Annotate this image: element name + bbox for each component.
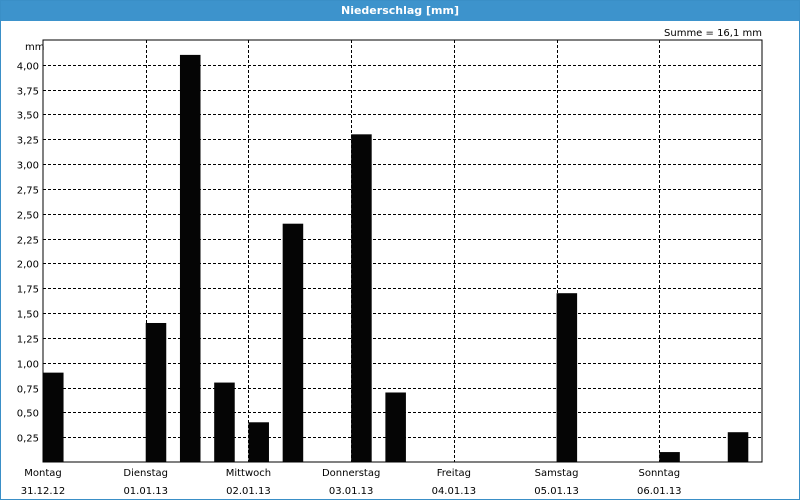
y-axis-tick-labels: 0,25 0,50 0,75 1,00 1,25 1,50 1,75 2,00 2,25 2,50… — [17, 62, 39, 445]
x-date-label: 04.01.13 — [432, 486, 477, 497]
y-tick-label: 3,50 — [17, 111, 39, 122]
x-date-label: 02.01.13 — [226, 486, 271, 497]
x-axis-day-labels: Montag 31.12.12 Dienstag 01.01.13 Mittwoch 02… — [21, 468, 682, 497]
precipitation-bar-chart: 0,25 0,50 0,75 1,00 1,25 1,50 1,75 2,00 2,25 2,50… — [17, 28, 763, 497]
y-axis-unit-label: mm — [25, 42, 44, 53]
x-day-label: Sonntag — [639, 468, 681, 479]
y-tick-label: 1,25 — [17, 335, 39, 346]
y-tick-label: 0,25 — [17, 434, 39, 445]
y-tick-label: 2,50 — [17, 211, 39, 222]
precipitation-bar — [282, 223, 304, 462]
window-title: Niederschlag [mm] — [1, 1, 799, 21]
y-tick-label: 3,75 — [17, 87, 39, 98]
y-tick-label: 1,75 — [17, 285, 39, 296]
precipitation-bar — [351, 134, 372, 462]
x-day-label: Freitag — [437, 468, 471, 479]
y-tick-label: 3,00 — [17, 161, 39, 172]
x-day-label: Montag — [24, 468, 61, 479]
precipitation-bar — [659, 452, 680, 462]
precipitation-bar — [43, 372, 64, 462]
x-date-label: 31.12.12 — [21, 486, 66, 497]
x-date-label: 01.01.13 — [123, 486, 168, 497]
precipitation-bar — [145, 322, 167, 462]
x-date-label: 05.01.13 — [534, 486, 579, 497]
x-day-label: Donnerstag — [322, 468, 380, 479]
x-day-label: Dienstag — [123, 468, 168, 479]
y-tick-label: 2,00 — [17, 260, 39, 271]
total-precipitation-label: Summe = 16,1 mm — [664, 28, 762, 39]
y-tick-label: 3,25 — [17, 136, 39, 147]
y-tick-label: 2,25 — [17, 236, 39, 247]
y-tick-label: 0,75 — [17, 385, 39, 396]
precipitation-bar — [214, 382, 235, 462]
y-tick-label: 0,50 — [17, 409, 39, 420]
bars — [43, 54, 749, 463]
y-tick-label: 2,75 — [17, 186, 39, 197]
precipitation-bar — [248, 422, 269, 462]
precipitation-bar — [385, 392, 406, 462]
x-date-label: 03.01.13 — [329, 486, 374, 497]
x-day-label: Mittwoch — [226, 468, 271, 479]
precipitation-bar — [727, 432, 749, 462]
plot-area-frame — [42, 39, 763, 463]
x-date-label: 06.01.13 — [637, 486, 682, 497]
y-tick-label: 1,00 — [17, 360, 39, 371]
x-day-label: Samstag — [535, 468, 579, 479]
precipitation-bar — [179, 54, 201, 463]
precipitation-bar — [556, 293, 578, 462]
y-tick-label: 1,50 — [17, 310, 39, 321]
y-tick-label: 4,00 — [17, 62, 39, 73]
